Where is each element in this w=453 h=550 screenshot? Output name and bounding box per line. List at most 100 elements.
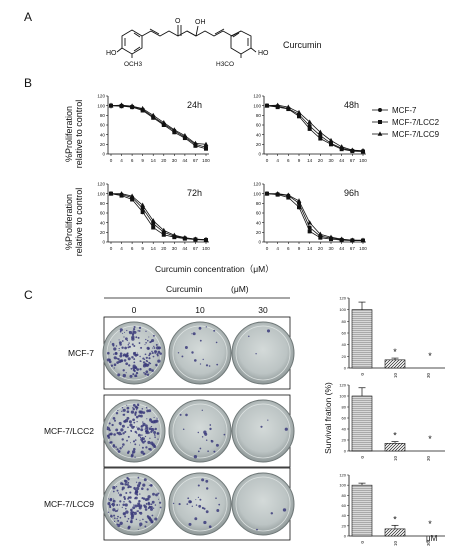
colony xyxy=(267,419,269,421)
colony xyxy=(153,419,157,424)
colony xyxy=(124,503,128,507)
colony xyxy=(146,346,150,350)
culture-plate xyxy=(168,399,232,463)
y-tick-label: 80 xyxy=(342,319,347,324)
x-tick-label: 30 xyxy=(328,158,334,163)
colony xyxy=(153,347,156,349)
series-line-2 xyxy=(110,104,207,145)
data-point xyxy=(161,232,166,237)
data-point xyxy=(129,103,135,108)
colony xyxy=(137,336,140,339)
data-point xyxy=(296,198,302,203)
colony xyxy=(112,490,115,493)
colony xyxy=(216,363,219,366)
y-tick-label: 40 xyxy=(256,132,262,137)
y-tick-label: 60 xyxy=(256,211,262,216)
y-tick-label: 40 xyxy=(256,220,262,225)
plate-rim xyxy=(235,476,291,532)
significance-asterisk: * xyxy=(393,347,397,357)
atom-label-ho: HO xyxy=(106,50,117,57)
colony xyxy=(182,428,185,430)
colony xyxy=(188,522,192,526)
significance-asterisk: * xyxy=(428,519,432,529)
colony xyxy=(178,503,181,506)
colony xyxy=(139,368,142,371)
y-tick-label: 120 xyxy=(339,473,346,478)
colony xyxy=(143,363,146,366)
colony xyxy=(143,371,145,374)
colony xyxy=(119,493,123,497)
colony xyxy=(201,478,205,482)
colony xyxy=(155,343,158,346)
colony xyxy=(213,450,216,453)
colony xyxy=(147,363,150,366)
colony xyxy=(145,356,148,359)
series-line-1 xyxy=(110,105,207,150)
colony xyxy=(154,434,156,436)
data-point xyxy=(318,136,323,141)
colony xyxy=(153,345,155,348)
y-tick-label: 120 xyxy=(253,94,261,99)
colony xyxy=(127,346,130,349)
colony xyxy=(117,523,121,528)
significance-asterisk: * xyxy=(428,351,432,361)
colony xyxy=(144,505,147,509)
y-tick-label: 60 xyxy=(100,123,106,128)
colony xyxy=(184,346,188,349)
colony xyxy=(191,505,193,507)
colony xyxy=(148,354,151,357)
colony xyxy=(107,498,109,500)
colony xyxy=(138,342,141,344)
colony xyxy=(215,497,217,499)
y-tick-label: 0 xyxy=(344,449,347,454)
colony xyxy=(144,521,146,523)
colony xyxy=(122,443,125,446)
y-tick-label: 0 xyxy=(102,240,105,245)
colony xyxy=(124,482,128,486)
colony xyxy=(119,328,123,332)
colony xyxy=(153,431,157,434)
data-point xyxy=(286,107,291,112)
colony xyxy=(126,404,128,406)
colony xyxy=(117,409,119,412)
colony xyxy=(127,435,130,438)
colony xyxy=(142,518,144,521)
colony xyxy=(127,497,130,500)
x-tick-label: 6 xyxy=(131,246,134,251)
data-point xyxy=(275,191,281,196)
colony xyxy=(126,329,128,332)
colony xyxy=(132,450,136,454)
colony xyxy=(138,414,141,418)
colony xyxy=(107,435,110,438)
colony xyxy=(199,339,202,342)
colony xyxy=(284,427,288,431)
x-tick-label: 100 xyxy=(359,158,367,163)
colony xyxy=(153,417,155,419)
colony xyxy=(121,410,123,413)
colony xyxy=(203,507,206,510)
plate-rim xyxy=(106,476,162,532)
panel-time-label: 96h xyxy=(344,188,359,198)
colony xyxy=(145,330,147,332)
colony xyxy=(139,522,143,526)
colony xyxy=(133,328,136,331)
y-tick-label: 20 xyxy=(256,230,262,235)
colony xyxy=(131,356,133,358)
survival-bar-panels: 0204060801001200*10*300204060801001200*1… xyxy=(339,296,445,546)
colony xyxy=(133,504,135,506)
data-point xyxy=(193,143,198,148)
panel-label-a: A xyxy=(24,10,32,24)
data-point xyxy=(130,197,135,202)
atom-label-och3: OCH3 xyxy=(124,61,142,68)
colony xyxy=(142,364,147,368)
data-point xyxy=(140,105,146,111)
colony xyxy=(136,426,138,428)
data-point xyxy=(182,235,188,240)
bar-unit-label: μM xyxy=(426,534,438,543)
data-point xyxy=(140,210,145,215)
colony xyxy=(193,359,197,362)
colony xyxy=(124,507,127,510)
colony xyxy=(198,504,202,508)
colony xyxy=(113,520,116,523)
